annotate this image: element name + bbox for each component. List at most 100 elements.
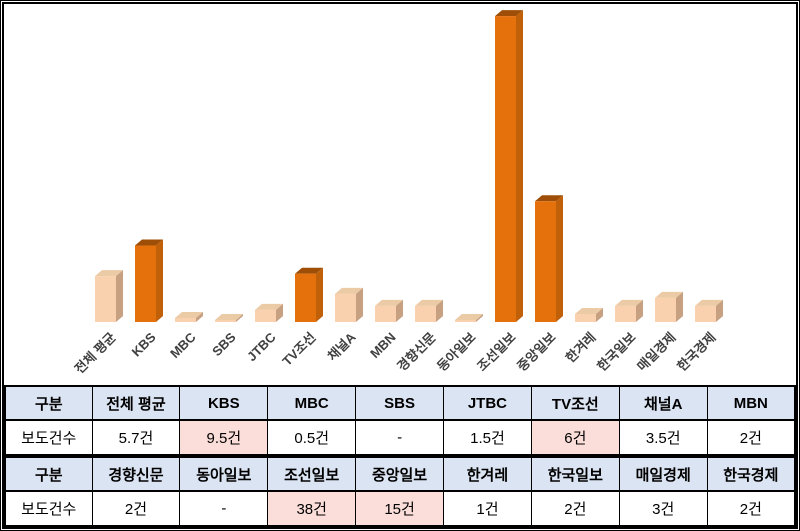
bar-front-face xyxy=(695,305,716,322)
bar-front-face xyxy=(335,293,356,322)
value-cell: 2건 xyxy=(706,419,796,456)
bar-3 xyxy=(215,314,243,322)
bar-9 xyxy=(455,314,483,322)
bar-side-face xyxy=(596,307,603,322)
bar-front-face xyxy=(415,305,436,322)
report-count-table-1: 구분 전체 평균 KBS MBC SBS JTBC TV조선 채널A MBN 보도건수 5.7건 9.… xyxy=(4,385,796,456)
bar-side-face xyxy=(316,267,323,322)
bar-chart: 전체 평균 KBS MBC SBS JTBC TV조선 채널A MBN 경향신문 동아일보 조선일보… xyxy=(4,4,796,385)
bar-13 xyxy=(615,299,643,322)
bar-side-face xyxy=(636,299,643,322)
bar-side-face xyxy=(716,299,723,322)
row-label-cell: 보도건수 xyxy=(4,490,93,527)
value-cell: 0.5건 xyxy=(267,419,357,456)
corner-header-cell: 구분 xyxy=(4,456,93,492)
column-header-cell: 동아일보 xyxy=(179,456,269,492)
category-label: 채널A xyxy=(324,329,359,364)
bar-top-face xyxy=(415,299,443,306)
bar-11 xyxy=(535,195,563,322)
category-label: 전체 평균 xyxy=(72,329,119,376)
category-label: SBS xyxy=(209,329,239,359)
bar-top-face xyxy=(615,299,643,306)
bar-front-face xyxy=(575,313,596,322)
column-header-cell: 한국일보 xyxy=(530,456,620,492)
column-header-cell: MBC xyxy=(267,385,357,421)
bar-front-face xyxy=(455,320,476,322)
column-header-cell: 한겨레 xyxy=(443,456,532,492)
bar-side-face xyxy=(676,291,683,322)
column-header-cell: 조선일보 xyxy=(267,456,357,492)
bar-12 xyxy=(575,307,603,322)
column-header-cell: 전체 평균 xyxy=(91,385,181,421)
bar-top-face xyxy=(95,270,123,277)
value-cell: 2건 xyxy=(530,490,620,527)
bar-front-face xyxy=(615,305,636,322)
bar-top-face xyxy=(695,299,723,306)
column-header-cell: MBN xyxy=(706,385,796,421)
bar-side-face xyxy=(116,270,123,322)
value-cell: 1.5건 xyxy=(443,419,532,456)
bar-top-face xyxy=(335,287,363,294)
value-cell: - xyxy=(355,419,444,456)
column-header-cell: JTBC xyxy=(443,385,532,421)
bar-top-face xyxy=(255,303,283,310)
category-label: 중앙일보 xyxy=(514,329,558,373)
bar-front-face xyxy=(535,201,556,322)
data-row: 보도건수 5.7건 9.5건 0.5건 -1.5건 6건 3.5건 2건 xyxy=(4,419,796,456)
bar-top-face xyxy=(495,10,523,17)
value-cell: 3.5건 xyxy=(618,419,708,456)
column-header-cell: KBS xyxy=(179,385,269,421)
category-label: 한국일보 xyxy=(594,329,638,373)
column-header-cell: 채널A xyxy=(618,385,708,421)
value-cell: 9.5건 xyxy=(179,419,269,456)
bar-front-face xyxy=(215,320,236,322)
header-row: 구분 전체 평균 KBS MBC SBS JTBC TV조선 채널A MBN xyxy=(4,385,796,421)
bar-front-face xyxy=(255,309,276,322)
header-row: 구분 경향신문 동아일보 조선일보 중앙일보 한겨레 한국일보 매일경제 한국경제 xyxy=(4,456,796,492)
bar-top-face xyxy=(375,299,403,306)
category-label: TV조선 xyxy=(279,330,318,369)
bar-top-face xyxy=(175,311,203,318)
bar-side-face xyxy=(356,287,363,322)
column-header-cell: 한국경제 xyxy=(706,456,796,492)
bar-top-face xyxy=(455,314,483,320)
column-header-cell: TV조선 xyxy=(530,385,620,421)
bar-front-face xyxy=(495,16,516,322)
value-cell: 15건 xyxy=(355,490,444,527)
category-label: MBC xyxy=(167,329,199,361)
column-header-cell: SBS xyxy=(355,385,444,421)
category-label: MBN xyxy=(367,330,399,362)
value-cell: 2건 xyxy=(91,490,181,527)
category-label: 경향신문 xyxy=(394,329,438,373)
bar-5 xyxy=(295,267,323,322)
bar-8 xyxy=(415,299,443,322)
bar-top-face xyxy=(575,307,603,314)
bar-front-face xyxy=(295,273,316,322)
value-cell: 5.7건 xyxy=(91,419,181,456)
value-cell: 2건 xyxy=(706,490,796,527)
bar-side-face xyxy=(476,314,483,322)
bar-6 xyxy=(335,287,363,322)
bar-7 xyxy=(375,299,403,322)
row-label-cell: 보도건수 xyxy=(4,419,93,456)
category-label: 한국경제 xyxy=(674,330,718,374)
category-label: 한겨레 xyxy=(563,330,599,366)
bar-side-face xyxy=(516,10,523,322)
bar-front-face xyxy=(175,317,196,322)
category-label: 매일경제 xyxy=(634,330,678,374)
bar-1 xyxy=(135,239,163,322)
bar-0 xyxy=(95,270,123,322)
data-row: 보도건수 2건 -38건 15건 1건 2건 3건 2건 xyxy=(4,490,796,527)
bar-side-face xyxy=(556,195,563,322)
bar-2 xyxy=(175,311,203,322)
bar-side-face xyxy=(156,239,163,322)
bar-chart-svg: 전체 평균 KBS MBC SBS JTBC TV조선 채널A MBN경향신문동아일보조선일보… xyxy=(72,10,723,377)
bar-side-face xyxy=(276,303,283,322)
bar-side-face xyxy=(196,311,203,322)
bar-4 xyxy=(255,303,283,322)
value-cell: 38건 xyxy=(267,490,357,527)
column-header-cell: 경향신문 xyxy=(91,456,181,492)
value-cell: 1건 xyxy=(443,490,532,527)
bar-side-face xyxy=(236,314,243,322)
